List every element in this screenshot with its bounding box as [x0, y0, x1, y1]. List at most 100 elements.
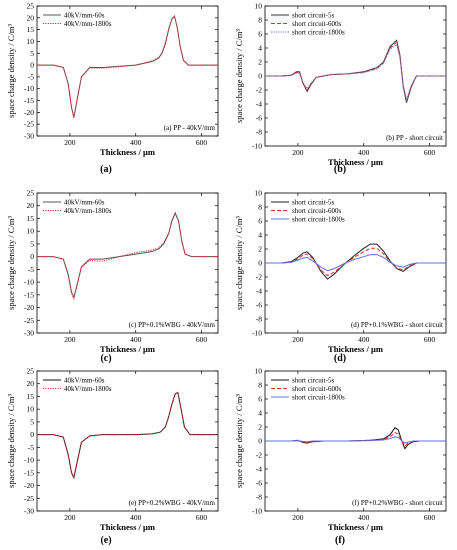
- chart-panel-f: 200 400 600 -10 -8 -6 -4 -2 0 2 4 6 8 10 Thickness / μ…: [234, 367, 447, 546]
- series-line-3: [265, 43, 446, 101]
- x-tick-label: 200: [292, 335, 304, 344]
- plot-frame: [36, 192, 219, 334]
- y-tick-label: 0: [30, 61, 34, 70]
- y-tick-label: -10: [24, 278, 34, 287]
- panel-label: (a): [100, 164, 112, 175]
- series-line-2: [265, 247, 446, 277]
- x-tick-label: 400: [130, 335, 142, 344]
- y-tick-label: 6: [258, 30, 262, 39]
- legend-entry: short circuit-1800s: [292, 216, 345, 224]
- y-tick-label: 20: [27, 13, 35, 22]
- plot-frame: [36, 5, 219, 137]
- y-tick-label: -15: [24, 468, 34, 477]
- chart-panel-c: 200 400 600 -30 -25 -20 -15 -10 -5 0 5 10 15 20 25 Thic…: [6, 189, 219, 364]
- x-axis-label: Thickness / μm: [328, 522, 383, 532]
- y-tick-label: 4: [258, 44, 262, 53]
- y-axis-label: space charge density / C/m³: [6, 216, 16, 310]
- panel-label: (c): [100, 353, 111, 364]
- y-tick-label: -5: [28, 443, 34, 452]
- series-line-3: [265, 254, 446, 272]
- chart-panel-e: 200 400 600 -30 -25 -20 -15 -10 -5 0 5 10 15 20 25 Thic…: [6, 367, 219, 546]
- chart-panel-d: 200 400 600 -10 -8 -6 -4 -2 0 2 4 6 8 10 Thickness / μ…: [234, 189, 447, 364]
- y-tick-label: 5: [30, 49, 34, 58]
- y-tick-label: -30: [24, 329, 34, 338]
- x-axis-label: Thickness / μm: [328, 157, 383, 167]
- x-axis-label: Thickness / μm: [100, 344, 155, 354]
- series-line-1: [37, 212, 218, 299]
- panel-annotation: (d) PP+0.1%WBG - short circuit: [351, 321, 443, 329]
- y-tick-label: -15: [24, 290, 34, 299]
- legend-entry: 40kV/mm-60s: [64, 12, 105, 20]
- x-axis-label: Thickness / μm: [100, 147, 155, 157]
- y-tick-label: -8: [256, 493, 262, 502]
- y-axis-label: space charge density / C/m³: [234, 394, 244, 488]
- y-tick-label: -30: [24, 507, 34, 516]
- y-tick-label: -25: [24, 120, 34, 129]
- panel-annotation: (b) PP - short circuit: [386, 134, 443, 142]
- plot-frame: [36, 370, 219, 512]
- y-tick-label: -2: [256, 86, 262, 95]
- y-tick-label: 25: [27, 2, 35, 11]
- y-tick-label: 15: [27, 214, 35, 223]
- y-tick-label: 8: [258, 381, 262, 390]
- y-tick-label: 10: [27, 405, 35, 414]
- legend-entry: 40kV/mm-60s: [64, 377, 105, 385]
- series-line-2: [265, 41, 446, 103]
- y-axis-label: space charge density / C/m³: [6, 394, 16, 488]
- y-tick-label: 0: [258, 72, 262, 81]
- chart-panel-a: 200 400 600 -30 -25 -20 -15 -10 -5 0 5 10 15 20 25 Thic…: [6, 2, 219, 175]
- panel-annotation: (f) PP+0.2%WBG - short circuit: [352, 499, 443, 507]
- y-tick-label: -25: [24, 316, 34, 325]
- y-tick-label: -20: [24, 108, 34, 117]
- y-axis-label: space charge density / C/m³: [234, 216, 244, 310]
- x-tick-label: 400: [130, 138, 142, 147]
- y-tick-label: -2: [256, 451, 262, 460]
- x-tick-label: 200: [292, 513, 304, 522]
- x-axis-label: Thickness / μm: [100, 522, 155, 532]
- y-tick-label: -10: [24, 456, 34, 465]
- legend-entry: short circuit-1800s: [292, 394, 345, 402]
- series-line-1: [265, 39, 446, 103]
- y-axis-label: space charge density / C/m³: [6, 24, 16, 118]
- legend-entry: short circuit-1800s: [292, 29, 345, 37]
- y-tick-label: 2: [258, 423, 262, 432]
- series-line-3: [265, 436, 446, 444]
- y-tick-label: -20: [24, 303, 34, 312]
- y-tick-label: 10: [255, 189, 263, 198]
- y-tick-label: -4: [256, 287, 262, 296]
- y-tick-label: -10: [252, 142, 262, 151]
- series-line-1: [265, 243, 446, 280]
- legend-entry: short circuit-5s: [292, 12, 334, 20]
- panel-annotation: (a) PP - 40kV/mm: [164, 124, 216, 132]
- x-tick-label: 400: [358, 513, 370, 522]
- y-tick-label: 6: [258, 217, 262, 226]
- x-tick-label: 600: [424, 148, 436, 157]
- x-tick-label: 200: [64, 138, 76, 147]
- y-tick-label: 15: [27, 392, 35, 401]
- y-tick-label: 6: [258, 395, 262, 404]
- x-tick-label: 600: [196, 513, 208, 522]
- y-tick-label: -6: [256, 479, 262, 488]
- x-tick-label: 600: [196, 138, 208, 147]
- legend-entry: 40kV/mm-1800s: [64, 20, 112, 28]
- y-tick-label: 10: [27, 227, 35, 236]
- y-tick-label: -10: [252, 507, 262, 516]
- x-tick-label: 400: [358, 148, 370, 157]
- panel-label: (d): [334, 353, 346, 364]
- legend-entry: short circuit-600s: [292, 20, 341, 28]
- x-tick-label: 200: [292, 148, 304, 157]
- y-tick-label: -5: [28, 265, 34, 274]
- y-tick-label: 4: [258, 409, 262, 418]
- y-tick-label: 25: [27, 189, 35, 198]
- y-tick-label: -6: [256, 301, 262, 310]
- x-tick-label: 600: [196, 335, 208, 344]
- panel-label: (e): [100, 535, 111, 546]
- y-tick-label: 0: [30, 430, 34, 439]
- chart-panel-b: 200 400 600 -10 -8 -6 -4 -2 0 2 4 6 8 10 Thickness / μ…: [234, 2, 447, 175]
- y-tick-label: -4: [256, 465, 262, 474]
- series-line-2: [37, 391, 218, 480]
- legend-entry: short circuit-5s: [292, 377, 334, 385]
- y-tick-label: 15: [27, 25, 35, 34]
- y-tick-label: 20: [27, 379, 35, 388]
- y-tick-label: -30: [24, 132, 34, 141]
